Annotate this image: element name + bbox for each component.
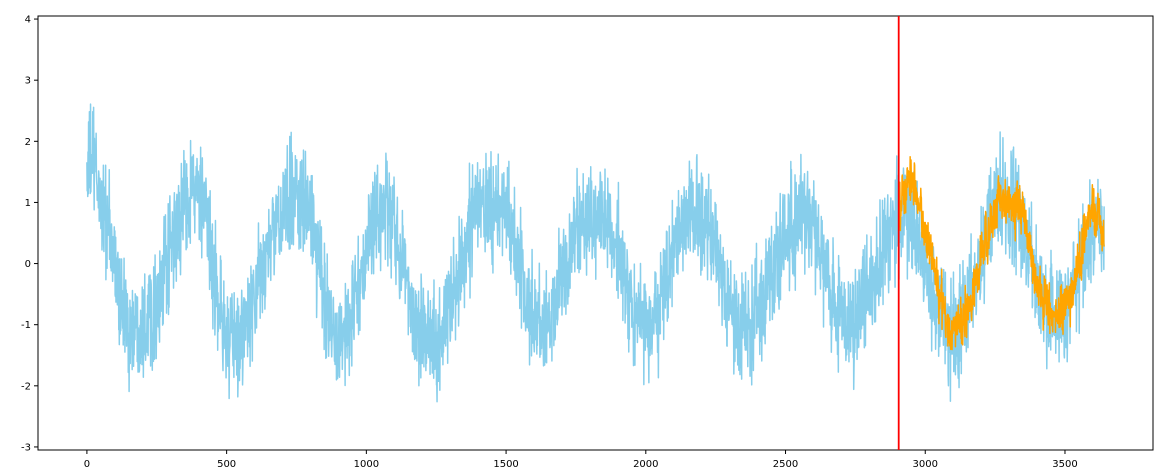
series-layer [86, 16, 1105, 450]
series-line-blue [86, 103, 1105, 403]
x-tick-label: 0 [84, 459, 90, 470]
plot-area-frame [37, 15, 1154, 451]
y-tick-label: 1 [25, 198, 31, 209]
series-line-orange [897, 156, 1105, 351]
x-tick-label: 3500 [1052, 459, 1077, 470]
y-tick-label: -3 [21, 442, 31, 453]
x-tick-label: 1500 [493, 459, 518, 470]
x-tick-label: 500 [217, 459, 236, 470]
y-tick-label: -1 [21, 320, 31, 331]
y-tick-label: 0 [25, 259, 31, 270]
y-tick-label: 2 [25, 137, 31, 148]
x-tick-label: 1000 [354, 459, 379, 470]
y-tick-label: -2 [21, 381, 31, 392]
y-tick-label: 4 [25, 15, 31, 26]
axis-layer: 0 500 1000 1500 2000 2500 3000 3500 -3 -2 -1 0 1 2 3 4 [21, 15, 1078, 470]
x-tick-label: 3000 [913, 459, 938, 470]
x-tick-label: 2000 [633, 459, 658, 470]
x-tick-label: 2500 [773, 459, 798, 470]
y-tick-label: 3 [25, 76, 31, 87]
